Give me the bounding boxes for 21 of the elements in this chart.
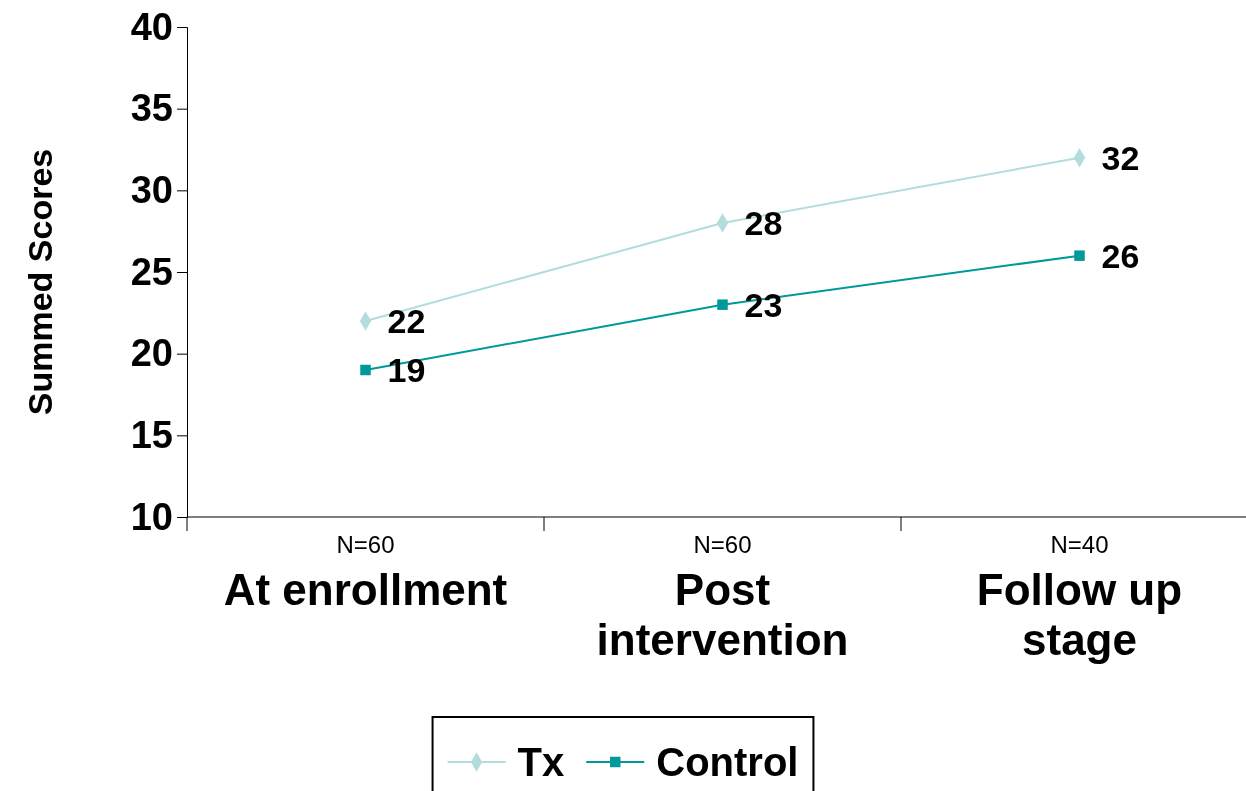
x-tick-label: N=60 At enrollment bbox=[223, 531, 508, 614]
point bbox=[717, 299, 728, 310]
y-axis-title: Summed Scores bbox=[21, 148, 59, 416]
legend-label: Tx bbox=[517, 740, 565, 784]
y-tick-label: 35 bbox=[130, 87, 173, 130]
y-tick-label: 40 bbox=[130, 5, 173, 48]
data-label: 22 bbox=[387, 302, 426, 340]
y-tick-label: 20 bbox=[130, 332, 173, 375]
y-tick-label: 25 bbox=[130, 250, 173, 293]
data-label: 28 bbox=[744, 204, 783, 242]
x-tick-label: N=40 Follow up stage bbox=[976, 531, 1183, 664]
y-tick-label: 15 bbox=[130, 413, 173, 456]
data-label: 19 bbox=[387, 351, 426, 389]
point bbox=[1074, 250, 1085, 261]
legend-label: Control bbox=[656, 740, 799, 784]
y-tick-label: 30 bbox=[130, 168, 173, 211]
x-tick-label: N=60 Post intervention bbox=[596, 531, 849, 664]
y-tick-label: 10 bbox=[130, 495, 173, 538]
data-label: 32 bbox=[1101, 138, 1140, 177]
data-label: 26 bbox=[1101, 236, 1140, 275]
point bbox=[360, 364, 371, 376]
